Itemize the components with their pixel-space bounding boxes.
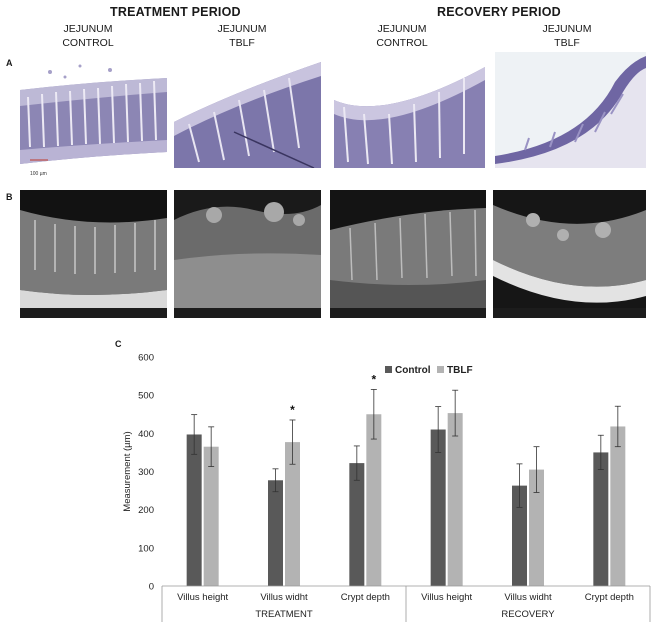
y-tick-label: 300	[138, 467, 154, 478]
column-label-line1: JEJUNUM	[542, 23, 592, 35]
x-category-label: Villus widht	[504, 592, 552, 603]
histology-image-recovery-control	[334, 52, 485, 168]
y-tick-label: 400	[138, 429, 154, 440]
y-tick-label: 200	[138, 505, 154, 516]
bar-tblf	[285, 442, 300, 586]
legend-swatch-control	[385, 366, 392, 373]
x-category-label: Villus widht	[260, 592, 308, 603]
column-label-line2: CONTROL	[62, 37, 114, 49]
panel-label-c: C	[115, 339, 122, 349]
bar-control	[512, 485, 527, 586]
x-category-label: Crypt depth	[341, 592, 390, 603]
column-label-line2: CONTROL	[376, 37, 428, 49]
sem-image-treatment-tblf	[174, 190, 321, 318]
sem-image-treatment-control	[20, 190, 167, 318]
treatment-period-title: TREATMENT PERIOD	[110, 5, 241, 19]
bar-chart: 0 100 200 300 400 500 600 Measurement (µm) Villu…	[122, 353, 651, 622]
legend-label: TBLF	[447, 365, 473, 376]
panel-label-b: B	[6, 192, 13, 202]
column-label-line1: JEJUNUM	[63, 23, 113, 35]
bar-control	[430, 429, 446, 586]
scale-bar-label: 100 µm	[30, 171, 47, 177]
sem-image-recovery-control	[330, 190, 486, 318]
bar-control	[349, 463, 365, 586]
column-label-treatment-tblf: JEJUNUM TBLF	[187, 22, 297, 50]
column-label-line1: JEJUNUM	[217, 23, 267, 35]
panel-label-a: A	[6, 58, 13, 68]
recovery-period-title: RECOVERY PERIOD	[437, 5, 561, 19]
legend-label: Control	[395, 365, 431, 376]
legend-swatch-tblf	[437, 366, 444, 373]
column-label-recovery-control: JEJUNUM CONTROL	[347, 22, 457, 50]
column-label-line2: TBLF	[229, 37, 255, 49]
y-axis-label: Measurement (µm)	[122, 431, 133, 511]
bar-tblf	[366, 414, 382, 586]
significance-asterisk: *	[371, 372, 376, 386]
y-tick-label: 500	[138, 391, 154, 402]
x-category-label: Crypt depth	[585, 592, 634, 603]
x-group-label: TREATMENT	[255, 609, 313, 620]
y-tick-label: 0	[149, 582, 154, 593]
column-label-treatment-control: JEJUNUM CONTROL	[33, 22, 143, 50]
y-tick-label: 100	[138, 543, 154, 554]
bar-tblf	[610, 426, 626, 586]
histology-image-recovery-tblf	[495, 52, 646, 168]
histology-image-treatment-tblf	[174, 52, 321, 168]
bar-control	[593, 452, 609, 586]
bar-tblf	[529, 469, 544, 586]
bar-control	[186, 434, 202, 586]
significance-asterisk: *	[290, 403, 295, 417]
x-group-label: RECOVERY	[501, 609, 555, 620]
x-category-label: Villus height	[421, 592, 472, 603]
column-label-line2: TBLF	[554, 37, 580, 49]
bar-tblf	[203, 446, 219, 586]
x-category-label: Villus height	[177, 592, 228, 603]
bar-control	[268, 480, 283, 586]
y-tick-label: 600	[138, 353, 154, 364]
sem-image-recovery-tblf	[493, 190, 646, 318]
histology-image-treatment-control	[20, 52, 167, 168]
column-label-recovery-tblf: JEJUNUM TBLF	[512, 22, 622, 50]
column-label-line1: JEJUNUM	[377, 23, 427, 35]
bar-tblf	[447, 413, 463, 586]
